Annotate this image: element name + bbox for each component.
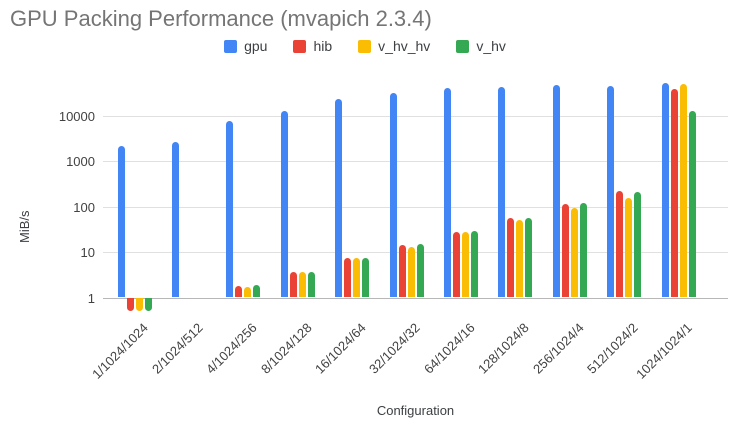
bar-hib-512/1024/2[interactable] — [616, 190, 624, 298]
bar-v_hv_hv-1024/1024/1[interactable] — [679, 83, 687, 298]
legend-item-gpu[interactable]: gpu — [224, 38, 267, 54]
gridline — [103, 161, 728, 162]
legend-swatch-hib — [293, 39, 307, 53]
legend-label: v_hv_hv — [378, 38, 431, 54]
bar-gpu-256/1024/4[interactable] — [552, 84, 560, 298]
legend-label: hib — [313, 38, 333, 54]
bar-v_hv_hv-256/1024/4[interactable] — [570, 207, 578, 298]
legend-swatch-gpu — [224, 39, 238, 53]
bar-hib-1/1024/1024[interactable] — [126, 297, 134, 312]
bar-v_hv-1/1024/1024[interactable] — [144, 297, 152, 312]
legend-swatch-v_hv_hv — [358, 39, 372, 53]
legend-swatch-v_hv — [456, 39, 470, 53]
y-tick-label: 10 — [80, 245, 95, 260]
bar-gpu-4/1024/256[interactable] — [226, 121, 234, 298]
bar-v_hv_hv-16/1024/64[interactable] — [353, 258, 361, 298]
legend-item-v_hv_hv[interactable]: v_hv_hv — [358, 38, 430, 54]
x-tick-label: 2/1024/512 — [148, 320, 206, 377]
x-tick-label: 16/1024/64 — [312, 320, 369, 377]
bar-gpu-1024/1024/1[interactable] — [661, 83, 669, 298]
gridline — [103, 252, 728, 253]
legend-label: v_hv — [476, 38, 506, 54]
x-tick-label: 1/1024/1024 — [89, 320, 152, 382]
bar-v_hv_hv-4/1024/256[interactable] — [244, 287, 252, 298]
x-tick-label: 256/1024/4 — [529, 320, 587, 377]
bar-gpu-32/1024/32[interactable] — [389, 92, 397, 298]
bar-v_hv-1024/1024/1[interactable] — [688, 111, 696, 298]
x-axis-title: Configuration — [376, 403, 455, 418]
x-tick-label: 32/1024/32 — [366, 320, 424, 377]
bar-hib-16/1024/64[interactable] — [344, 257, 352, 298]
bar-gpu-64/1024/16[interactable] — [443, 88, 451, 298]
bar-gpu-512/1024/2[interactable] — [607, 85, 615, 298]
axis-baseline — [103, 297, 728, 299]
bar-hib-32/1024/32[interactable] — [398, 244, 406, 298]
bar-v_hv-8/1024/128[interactable] — [307, 272, 315, 298]
x-tick-label: 1024/1024/1 — [633, 320, 696, 382]
legend-item-hib[interactable]: hib — [293, 38, 332, 54]
x-tick-label: 4/1024/256 — [203, 320, 260, 377]
bar-gpu-2/1024/512[interactable] — [171, 142, 179, 298]
y-tick-label: 1000 — [66, 154, 95, 169]
legend-item-v_hv[interactable]: v_hv — [456, 38, 506, 54]
bar-v_hv_hv-64/1024/16[interactable] — [461, 232, 469, 298]
bar-v_hv_hv-512/1024/2[interactable] — [625, 197, 633, 298]
bar-v_hv_hv-128/1024/8[interactable] — [516, 220, 524, 298]
bar-hib-8/1024/128[interactable] — [289, 271, 297, 298]
bar-hib-1024/1024/1[interactable] — [670, 88, 678, 298]
x-tick-label: 128/1024/8 — [475, 320, 532, 377]
plot-area — [103, 75, 728, 313]
x-tick-label: 512/1024/2 — [584, 320, 641, 377]
bar-v_hv_hv-1/1024/1024[interactable] — [135, 297, 143, 312]
bar-v_hv-128/1024/8[interactable] — [525, 217, 533, 298]
bar-v_hv_hv-32/1024/32[interactable] — [407, 246, 415, 298]
y-tick-label: 100 — [73, 199, 95, 215]
bar-gpu-1/1024/1024[interactable] — [117, 146, 125, 298]
bar-gpu-8/1024/128[interactable] — [280, 111, 288, 298]
bar-v_hv-16/1024/64[interactable] — [362, 257, 370, 298]
bar-v_hv_hv-8/1024/128[interactable] — [298, 272, 306, 298]
bar-gpu-16/1024/64[interactable] — [335, 99, 343, 298]
bar-hib-64/1024/16[interactable] — [452, 231, 460, 298]
x-tick-label: 8/1024/128 — [257, 320, 315, 377]
chart-title: GPU Packing Performance (mvapich 2.3.4) — [10, 6, 432, 31]
y-axis-title: MiB/s — [17, 210, 32, 244]
bar-hib-4/1024/256[interactable] — [235, 285, 243, 298]
bar-v_hv-64/1024/16[interactable] — [470, 230, 478, 298]
bar-v_hv-512/1024/2[interactable] — [634, 191, 642, 298]
gridline — [103, 115, 728, 117]
y-tick-label: 1 — [87, 290, 95, 306]
gridline — [103, 206, 728, 208]
bar-hib-128/1024/8[interactable] — [507, 217, 515, 298]
bar-v_hv-4/1024/256[interactable] — [253, 284, 261, 298]
y-tick-label: 10000 — [58, 108, 95, 124]
bar-hib-256/1024/4[interactable] — [561, 203, 569, 298]
legend: gpu hib v_hv_hv v_hv — [0, 38, 730, 54]
legend-label: gpu — [244, 38, 268, 54]
bar-v_hv-256/1024/4[interactable] — [579, 203, 587, 298]
bar-v_hv-32/1024/32[interactable] — [416, 243, 424, 298]
bar-gpu-128/1024/8[interactable] — [498, 87, 506, 298]
x-tick-label: 64/1024/16 — [420, 320, 478, 377]
